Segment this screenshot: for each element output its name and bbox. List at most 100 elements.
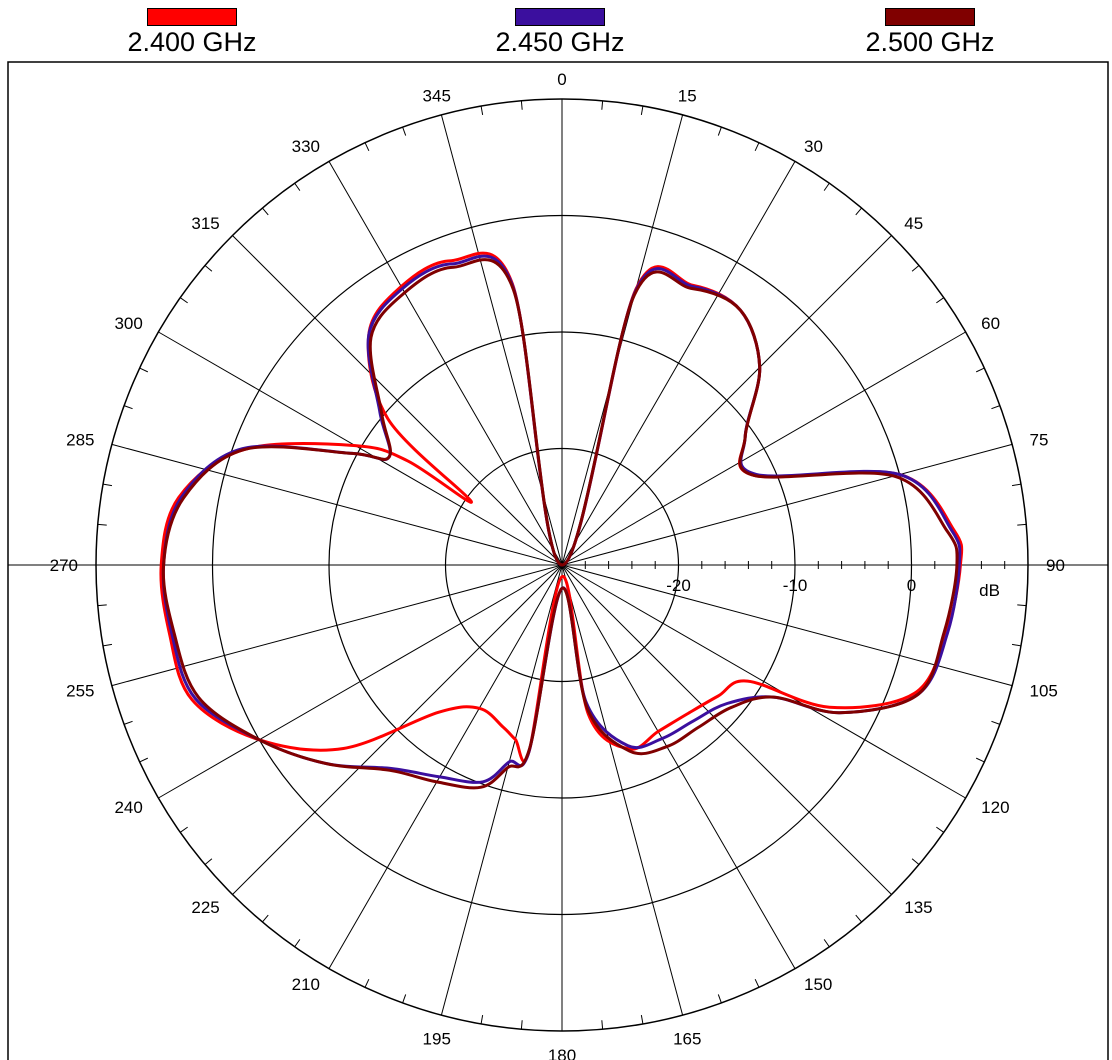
outer-tick bbox=[97, 523, 107, 526]
spoke-line bbox=[232, 235, 563, 566]
outer-tick bbox=[991, 720, 1001, 725]
spoke-line bbox=[158, 331, 563, 566]
outer-tick bbox=[601, 1020, 604, 1030]
outer-tick bbox=[1017, 604, 1027, 607]
plot-frame bbox=[7, 61, 1109, 1060]
spoke-line bbox=[111, 443, 563, 566]
outer-tick bbox=[1017, 523, 1027, 526]
outer-tick bbox=[855, 914, 862, 923]
spoke-line bbox=[561, 443, 1013, 566]
angle-tick-label: 240 bbox=[114, 798, 142, 817]
outer-tick bbox=[855, 207, 862, 216]
outer-tick bbox=[991, 405, 1001, 410]
radial-tick-label: -10 bbox=[783, 576, 808, 595]
angle-tick-label: 180 bbox=[548, 1046, 576, 1060]
angle-tick-label: 195 bbox=[423, 1030, 451, 1049]
outer-tick bbox=[402, 994, 407, 1004]
spoke-line bbox=[561, 564, 966, 799]
legend-label-series-1: 2.400 GHz bbox=[127, 27, 257, 57]
angle-tick-label: 225 bbox=[191, 898, 219, 917]
outer-tick bbox=[640, 1014, 644, 1025]
outer-tick bbox=[936, 826, 945, 833]
radial-tick-label: -20 bbox=[666, 576, 691, 595]
spoke-line bbox=[561, 564, 796, 969]
angle-tick-label: 210 bbox=[292, 975, 320, 994]
angle-tick-label: 345 bbox=[423, 86, 451, 105]
legend-item-series-2: 2.450 GHz bbox=[460, 8, 660, 58]
outer-tick bbox=[823, 182, 830, 191]
outer-tick bbox=[294, 182, 301, 191]
legend-swatch-series-3 bbox=[885, 8, 975, 26]
outer-tick bbox=[480, 1014, 484, 1025]
outer-tick bbox=[204, 265, 213, 272]
outer-tick bbox=[640, 105, 644, 116]
spoke-line bbox=[561, 564, 892, 895]
outer-tick bbox=[102, 483, 113, 487]
outer-tick bbox=[520, 1020, 523, 1030]
outer-tick bbox=[1011, 643, 1022, 647]
angle-tick-label: 30 bbox=[804, 137, 823, 156]
radial-tick-label: 0 bbox=[907, 576, 916, 595]
angle-tick-label: 330 bbox=[292, 137, 320, 156]
outer-tick bbox=[402, 126, 407, 136]
angle-tick-label: 15 bbox=[678, 86, 697, 105]
angle-tick-label: 0 bbox=[557, 70, 566, 89]
outer-tick bbox=[520, 100, 523, 110]
spoke-line bbox=[328, 161, 563, 566]
outer-tick bbox=[139, 757, 149, 763]
legend-swatch-series-2 bbox=[515, 8, 605, 26]
outer-tick bbox=[717, 126, 722, 136]
outer-tick bbox=[179, 297, 188, 304]
series-line-3 bbox=[161, 258, 959, 790]
spoke-line bbox=[440, 564, 563, 1016]
angle-tick-label: 165 bbox=[673, 1030, 701, 1049]
outer-tick bbox=[601, 100, 604, 110]
outer-tick bbox=[204, 858, 213, 865]
angle-tick-label: 315 bbox=[191, 214, 219, 233]
outer-tick bbox=[179, 826, 188, 833]
angle-tick-label: 270 bbox=[50, 556, 78, 575]
outer-tick bbox=[139, 367, 149, 373]
angle-tick-label: 255 bbox=[66, 681, 94, 700]
series-line-1 bbox=[159, 251, 964, 763]
angle-tick-label: 45 bbox=[904, 214, 923, 233]
spoke-line bbox=[561, 331, 966, 566]
outer-tick bbox=[754, 978, 760, 988]
spoke-line bbox=[158, 564, 563, 799]
outer-tick bbox=[911, 265, 920, 272]
angle-tick-label: 150 bbox=[804, 975, 832, 994]
axis-labels: 0 15 30 45 60 75 90 105 120 135 150 165 180 195 210 225… bbox=[50, 70, 1065, 1060]
outer-tick bbox=[975, 757, 985, 763]
outer-tick bbox=[123, 720, 133, 725]
angle-tick-label: 90 bbox=[1046, 556, 1065, 575]
spoke-line bbox=[561, 564, 684, 1016]
outer-tick bbox=[480, 105, 484, 116]
outer-tick bbox=[294, 939, 301, 948]
angle-tick-label: 75 bbox=[1030, 431, 1049, 450]
spoke-line bbox=[561, 235, 892, 566]
legend-item-series-1: 2.400 GHz bbox=[92, 8, 292, 58]
legend-label-series-2: 2.450 GHz bbox=[495, 27, 625, 57]
outer-tick bbox=[123, 405, 133, 410]
legend-label-series-3: 2.500 GHz bbox=[865, 27, 995, 57]
spoke-line bbox=[111, 564, 563, 687]
outer-tick bbox=[364, 978, 370, 988]
outer-tick bbox=[97, 604, 107, 607]
outer-tick bbox=[754, 142, 760, 152]
polar-grid bbox=[8, 98, 1108, 1032]
series-layer bbox=[159, 251, 964, 790]
angle-tick-label: 120 bbox=[981, 798, 1009, 817]
outer-tick bbox=[975, 367, 985, 373]
outer-tick bbox=[1011, 483, 1022, 487]
outer-tick bbox=[717, 994, 722, 1004]
outer-tick bbox=[102, 643, 113, 647]
legend-swatch-series-1 bbox=[147, 8, 237, 26]
radial-unit-label: dB bbox=[979, 581, 1000, 600]
outer-tick bbox=[364, 142, 370, 152]
legend-item-series-3: 2.500 GHz bbox=[830, 8, 1030, 58]
angle-tick-label: 300 bbox=[114, 314, 142, 333]
outer-tick bbox=[911, 858, 920, 865]
outer-tick bbox=[823, 939, 830, 948]
angle-tick-label: 60 bbox=[981, 314, 1000, 333]
